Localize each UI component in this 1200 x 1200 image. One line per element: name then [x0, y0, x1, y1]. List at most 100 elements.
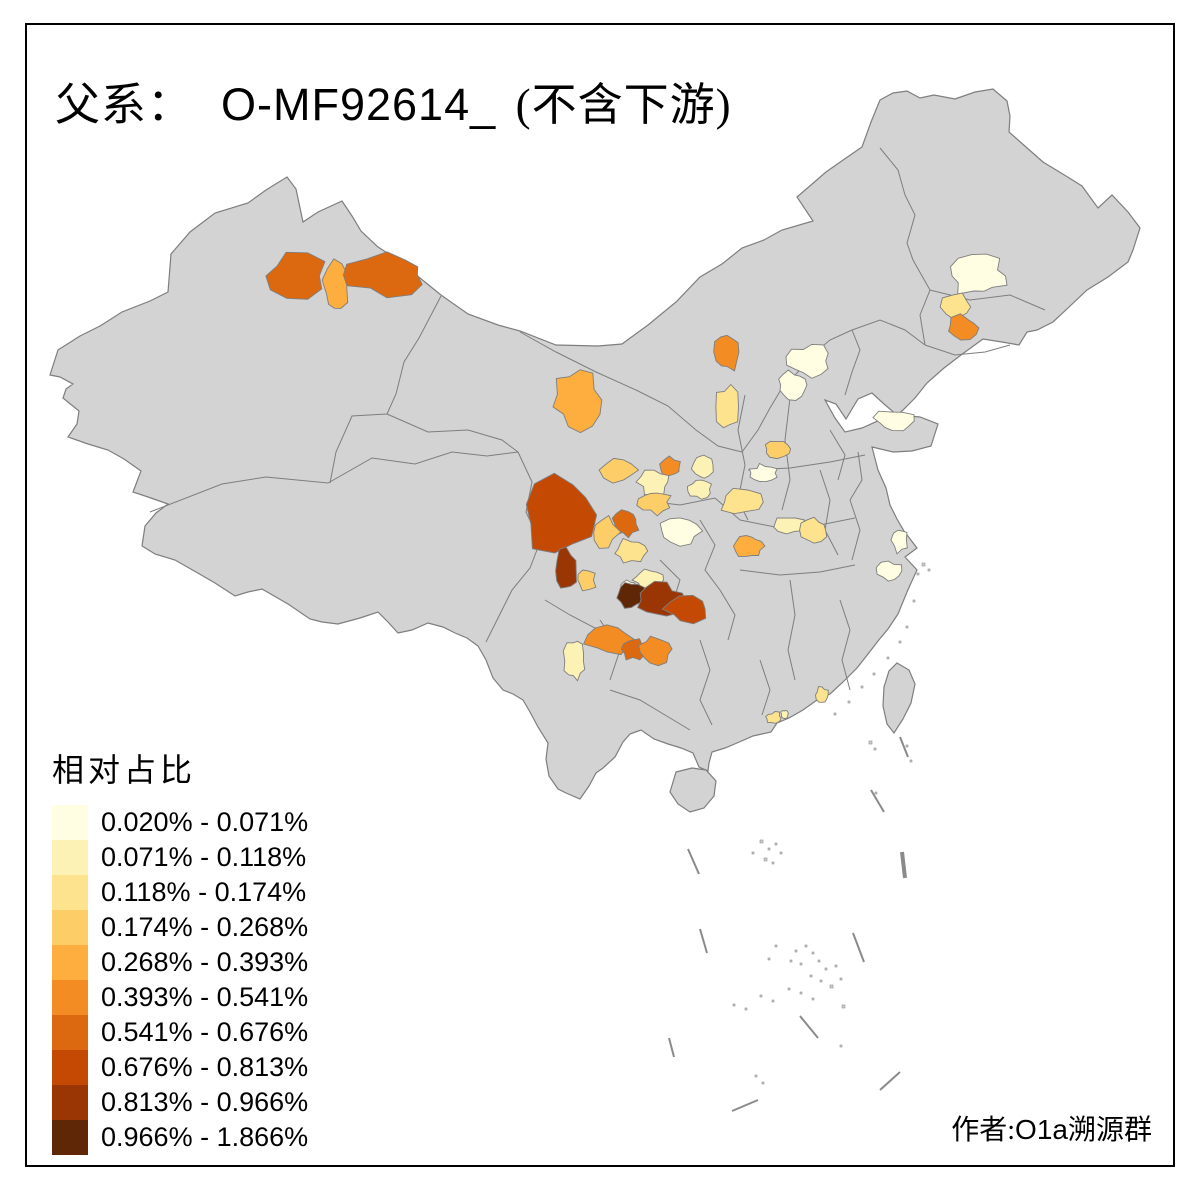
prefecture-quanzhou	[815, 686, 829, 703]
legend-title: 相对占比	[52, 752, 197, 788]
title-haplogroup-code: O-MF92614_	[221, 79, 497, 130]
islet	[789, 959, 793, 963]
islet	[873, 747, 877, 751]
attribution-group-code: O1a	[1015, 1114, 1068, 1145]
prefecture-shandong-central	[872, 410, 915, 432]
legend-label: 0.676% - 0.813%	[101, 1052, 309, 1082]
prefecture-pearl-delta-east	[780, 709, 789, 719]
islet	[841, 1004, 846, 1009]
prefecture-zhangye	[552, 369, 603, 434]
prefecture-jilin-south	[948, 313, 980, 341]
prefecture-henan-west	[748, 462, 778, 483]
prefecture-zunyi	[661, 594, 707, 625]
hainan-island	[669, 767, 717, 813]
prefecture-garze	[525, 472, 598, 554]
legend-swatch	[52, 945, 88, 980]
prefecture-tacheng-west	[265, 251, 326, 300]
dash-segment	[870, 789, 885, 813]
islet	[771, 999, 775, 1003]
prefecture-henan-southeast	[799, 516, 828, 544]
islet	[809, 974, 813, 978]
dash-segment	[799, 1015, 819, 1039]
legend-label: 0.174% - 0.268%	[101, 912, 309, 942]
islet	[927, 568, 931, 572]
prefecture-shanxi-north	[715, 383, 739, 429]
prefecture-harbin-west	[950, 253, 1008, 295]
islet	[839, 977, 843, 981]
south-sea-islands	[732, 562, 931, 1085]
prefecture-pearl-delta-west	[765, 711, 782, 724]
legend-rows: 0.020% - 0.071% 0.071% - 0.118% 0.118% - 0…	[52, 805, 308, 1155]
islet	[824, 967, 828, 971]
legend-label: 0.393% - 0.541%	[101, 982, 309, 1012]
prefecture-yibin-west	[577, 569, 597, 592]
islet	[868, 740, 873, 745]
attribution-prefix: 作者:	[951, 1115, 1016, 1146]
prefecture-mianyang	[593, 514, 622, 549]
prefecture-shaanxi-north	[764, 440, 792, 460]
legend-row: 0.174% - 0.268%	[52, 910, 308, 945]
legend-label: 0.020% - 0.071%	[101, 807, 309, 837]
legend-label: 0.541% - 0.676%	[101, 1017, 309, 1047]
legend-row: 0.020% - 0.071%	[52, 805, 308, 840]
islet	[898, 640, 902, 644]
islet	[916, 572, 920, 576]
islet	[759, 839, 764, 844]
dash-segment	[668, 1037, 675, 1058]
islet	[754, 1074, 758, 1078]
prefecture-tacheng-central	[321, 258, 349, 309]
islet	[886, 656, 890, 660]
legend-label: 0.966% - 1.866%	[101, 1122, 309, 1152]
islet	[774, 944, 778, 948]
legend-label: 0.071% - 0.118%	[101, 842, 307, 872]
islet	[761, 1081, 765, 1085]
dash-segment	[852, 932, 865, 963]
legend-row: 0.393% - 0.541%	[52, 980, 308, 1015]
prefecture-nantong	[890, 529, 908, 555]
prefecture-chengdu-plain	[614, 537, 649, 564]
legend-swatch	[52, 875, 88, 910]
prefecture-anshun-west	[620, 638, 646, 661]
islet	[759, 994, 763, 998]
islet	[774, 842, 778, 846]
legend-swatch	[52, 1050, 88, 1085]
islet	[804, 944, 808, 948]
legend-swatch	[52, 910, 88, 945]
legend-label: 0.268% - 0.393%	[101, 947, 309, 977]
islet	[829, 984, 834, 989]
islet	[751, 851, 755, 855]
islet	[799, 991, 803, 995]
islet	[787, 987, 791, 991]
dash-segment	[879, 1071, 901, 1091]
prefecture-nanyang	[720, 487, 764, 515]
prefecture-henan-south	[773, 517, 809, 535]
islet	[905, 744, 909, 748]
legend-row: 0.541% - 0.676%	[52, 1015, 308, 1050]
islet	[744, 1007, 748, 1011]
islet	[819, 979, 823, 983]
islet	[811, 997, 815, 1001]
prefecture-hangzhou	[875, 560, 903, 582]
islet	[779, 851, 783, 855]
dash-segment	[687, 848, 700, 875]
prefecture-kunming-east	[582, 624, 635, 656]
legend-row: 0.813% - 0.966%	[52, 1085, 308, 1120]
islet	[817, 959, 821, 963]
islet	[834, 964, 838, 968]
islet	[921, 562, 926, 567]
prefecture-hubei-west	[732, 535, 766, 557]
prefecture-inner-mongolia-patch	[713, 334, 740, 372]
title-prefix: 父系：	[55, 80, 194, 130]
attribution: 作者:O1a溯源群	[951, 1108, 1152, 1148]
legend-swatch	[52, 1015, 88, 1050]
dash-segment	[699, 928, 708, 954]
islet	[763, 857, 768, 862]
legend-swatch	[52, 840, 88, 875]
prefecture-lanzhou	[659, 455, 681, 476]
legend-swatch	[52, 980, 88, 1015]
prefecture-guiyang	[638, 635, 673, 667]
nine-dash-line	[668, 736, 909, 1112]
legend-row: 0.071% - 0.118%	[52, 840, 308, 875]
